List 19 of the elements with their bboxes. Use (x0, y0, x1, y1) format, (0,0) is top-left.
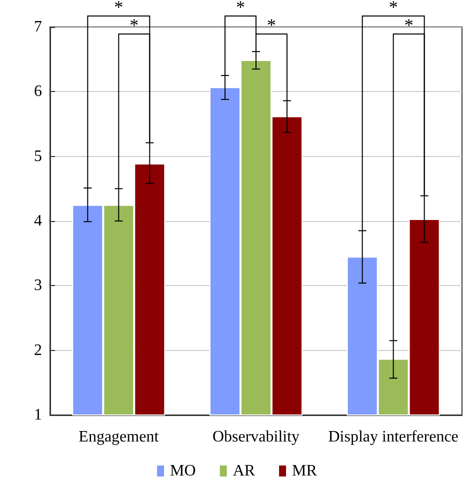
y-tick-label: 7 (34, 18, 42, 36)
x-tick-label: Display interference (328, 428, 458, 446)
legend-label: MO (170, 462, 196, 480)
y-tick-label: 2 (34, 342, 42, 359)
y-tick-label: 1 (34, 406, 42, 424)
text: * (236, 0, 245, 17)
text: * (114, 0, 124, 17)
annotation: * (267, 15, 276, 35)
annotation: * (404, 15, 414, 35)
annotation: * (130, 15, 139, 35)
text: * (388, 0, 398, 17)
x-tick-label: Observability (212, 428, 300, 446)
y-tick-label: 5 (34, 148, 42, 165)
legend-label: MR (292, 462, 318, 480)
x-tick-label: Engagement (78, 428, 160, 446)
y-tick-label: 3 (34, 277, 42, 294)
legend-label: AR (232, 462, 256, 480)
y-tick-label: 4 (34, 212, 42, 230)
y-tick-label: 6 (34, 83, 42, 100)
